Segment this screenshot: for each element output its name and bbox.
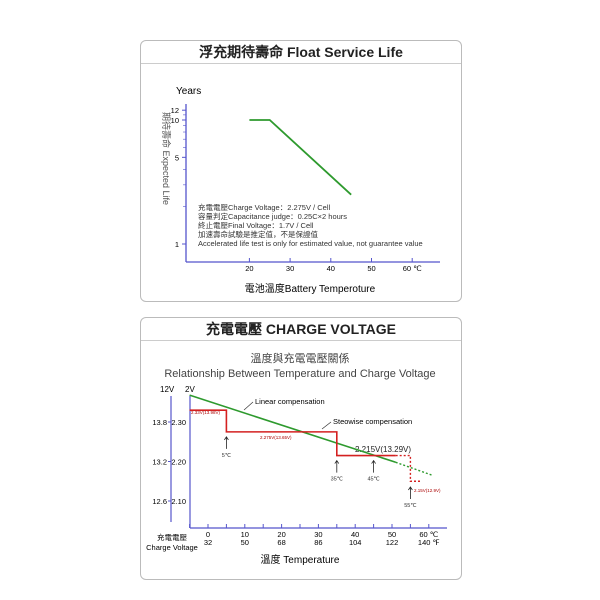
x-tick-label: 20 <box>245 264 253 273</box>
y-tick-label: 1 <box>175 240 179 249</box>
annotation: 2.275V(13.65V) <box>260 435 292 440</box>
annotation: 2.33V(13.98V) <box>191 410 221 415</box>
x-tick-label-f: 104 <box>349 538 362 547</box>
life-line <box>249 119 352 196</box>
x-tick-label-c: 30 <box>314 530 322 539</box>
note: 容量判定Capacitance judge：0.25C×2 hours <box>198 211 347 221</box>
annotation: 2.215V(13.29V) <box>355 445 411 454</box>
charge-voltage-panel: 充電電壓 CHARGE VOLTAGE <box>140 317 462 580</box>
y-tick-label: 5 <box>175 153 179 162</box>
y-unit-label: Years <box>176 86 201 97</box>
y-axis-label: Charge Voltage <box>146 543 198 552</box>
marker-label: 5℃ <box>222 453 232 459</box>
y-tick-label-2v: 2.10 <box>171 497 186 506</box>
x-tick-label-c: 40 <box>351 530 359 539</box>
linear-line-dotted <box>395 461 433 476</box>
y-axis-label: 期待壽命 Expected Life <box>161 112 172 205</box>
x-tick-label-c: 20 <box>277 530 285 539</box>
marker-label: 55℃ <box>404 503 417 509</box>
y-unit-12v: 12V <box>160 385 175 394</box>
x-tick-label: 50 <box>367 264 375 273</box>
y-tick-label-12v: 13.2 <box>152 458 167 467</box>
marker-label: 45℃ <box>367 477 380 483</box>
stepwise-line-dotted <box>395 454 422 482</box>
x-tick-label-f: 122 <box>386 538 399 547</box>
note: 加速壽命試驗是推定值，不是保證值 <box>198 229 318 239</box>
panel-title: 充電電壓 CHARGE VOLTAGE <box>141 318 461 341</box>
y-tick-label-2v: 2.30 <box>171 418 186 427</box>
x-tick-label: 40 <box>327 264 335 273</box>
chart-subtitle: Relationship Between Temperature and Cha… <box>164 368 435 380</box>
x-tick-label: 60 ℃ <box>403 264 422 273</box>
up-arrow-icon <box>224 436 229 449</box>
annotation: 2.15V(12.9V) <box>414 488 441 493</box>
x-tick-label-c: 50 <box>388 530 396 539</box>
panel-title: 浮充期待壽命 Float Service Life <box>141 41 461 64</box>
x-tick-label-c: 10 <box>241 530 249 539</box>
x-tick-label-c: 60 ℃ <box>419 530 438 539</box>
legend-stepwise: Steowise compensation <box>333 417 412 426</box>
linear-line <box>189 394 396 464</box>
note: 終止電壓Final Voltage：1.7V / Cell <box>198 220 314 230</box>
x-tick-label: 30 <box>286 264 294 273</box>
x-tick-label-f: 140 ℉ <box>418 538 441 547</box>
up-arrow-icon <box>371 459 376 473</box>
y-axis-label: 充電電壓 <box>157 532 187 542</box>
y-tick-label-12v: 13.8 <box>152 418 167 427</box>
note: Accelerated life test is only for estima… <box>198 239 423 248</box>
legend-linear: Linear compensation <box>255 397 325 406</box>
stepwise-line <box>189 409 396 457</box>
y-tick-label-12v: 12.6 <box>152 497 167 506</box>
y-unit-2v: 2V <box>185 385 195 394</box>
float-life-panel: 浮充期待壽命 Float Service Life <box>140 40 462 302</box>
x-tick-label-f: 32 <box>204 538 212 547</box>
x-tick-label-f: 68 <box>277 538 285 547</box>
y-tick-label-2v: 2.20 <box>171 458 186 467</box>
note: 充電電壓Charge Voltage：2.275V / Cell <box>198 202 330 212</box>
x-axis-label: 溫度 Temperature <box>261 553 340 566</box>
x-axis-label: 電池溫度Battery Temperoture <box>245 282 376 295</box>
x-tick-label-c: 0 <box>206 530 210 539</box>
up-arrow-icon <box>334 459 340 473</box>
chart-title: 溫度與充電電壓關係 <box>251 351 350 365</box>
y-tick-label: 10 <box>171 116 179 125</box>
up-arrow-icon <box>408 486 413 499</box>
x-tick-label-f: 50 <box>241 538 249 547</box>
x-tick-label-f: 86 <box>314 538 322 547</box>
marker-label: 35℃ <box>331 477 344 483</box>
y-tick-label: 12 <box>171 106 179 115</box>
